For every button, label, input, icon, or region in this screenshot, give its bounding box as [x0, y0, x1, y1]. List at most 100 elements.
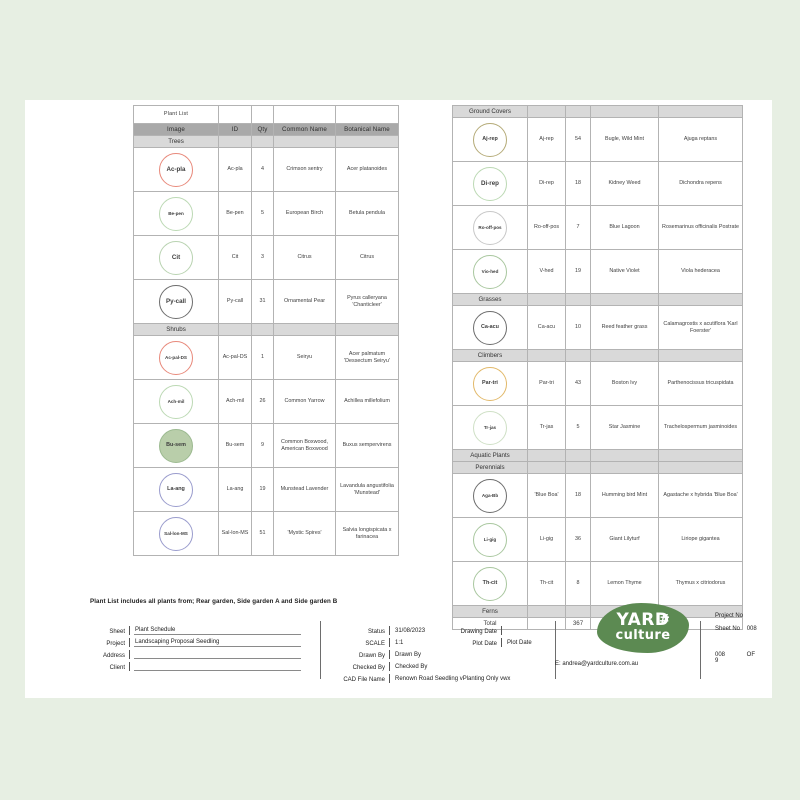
- plant-symbol-cell: Aj-rep: [452, 117, 528, 162]
- field-drawing-date-label: Plot Date: [472, 641, 497, 647]
- section-name: Trees: [133, 135, 219, 148]
- sheet-counter: 008 OF 9: [715, 652, 772, 664]
- plant-symbol-circle: Ac-pal-DS: [159, 340, 193, 375]
- plant-symbol-cell: Di-rep: [452, 161, 528, 206]
- plant-common-name-cell: Boston Ivy: [590, 361, 659, 406]
- page-title: Plant List: [133, 105, 219, 124]
- plant-qty-cell: 1: [251, 335, 274, 380]
- section-name: Ground Covers: [452, 105, 528, 118]
- field-sheet-value[interactable]: [134, 657, 301, 659]
- plant-qty-cell: 19: [565, 249, 591, 294]
- plant-symbol-label: Ac-pal-DS: [165, 354, 187, 360]
- logo-word-culture: culture: [615, 628, 671, 643]
- section-blank-cell: [218, 323, 252, 336]
- plant-symbol-cell: Par-tri: [452, 361, 528, 406]
- plant-botanical-name-cell: Liriope gigantea: [658, 517, 743, 562]
- field-status-value[interactable]: Checked By: [395, 664, 428, 670]
- plant-symbol-cell: Ca-acu: [452, 305, 528, 350]
- field-status-row: Status 31/08/2023: [327, 623, 522, 635]
- field-sheet-row: Sheet Plant Schedule: [83, 623, 301, 635]
- column-header-0: Image: [133, 123, 219, 136]
- section-blank-cell: [658, 105, 743, 118]
- plant-symbol-cell: Vio-hed: [452, 249, 528, 294]
- column-header-2: Qty: [251, 123, 274, 136]
- section-name: Grasses: [452, 293, 528, 306]
- plant-botanical-name-cell: Pyrus calleryana 'Chanticleer': [335, 279, 399, 324]
- plant-botanical-name-cell: Parthenocissus tricuspidata: [658, 361, 743, 406]
- field-status-label: SCALE: [365, 641, 385, 647]
- plant-common-name-cell: Munstead Lavender: [273, 467, 336, 512]
- total-label-cell: Total: [452, 617, 528, 630]
- field-drawing-date-row: Plot Date Plot Date: [435, 635, 570, 647]
- sheet-of-label: OF: [746, 652, 756, 658]
- field-status-separator: [389, 638, 390, 647]
- plant-id-cell: Di-rep: [527, 161, 566, 206]
- field-drawing-date-value[interactable]: Plot Date: [507, 640, 532, 646]
- plant-botanical-name-cell: Rosemarinus officinalis Postrate: [658, 205, 743, 250]
- plant-symbol-cell: Aga-Bb: [452, 473, 528, 518]
- field-sheet-value[interactable]: Plant Schedule: [134, 627, 301, 635]
- section-blank-cell: [565, 293, 591, 306]
- project-no-row: Project No: [715, 610, 757, 623]
- table-header-row: Image ID Qty Common Name Botanical Name: [133, 123, 399, 136]
- plant-symbol-cell: Ac-pla: [133, 147, 219, 192]
- table-row: Cit Cit 3 Citrus Citrus: [133, 235, 399, 280]
- plant-botanical-name-cell: Citrus: [335, 235, 399, 280]
- plant-symbol-label: Bu-sem: [166, 442, 186, 449]
- sheet-no-label: Sheet No: [715, 626, 741, 632]
- field-status-value[interactable]: Drawn By: [395, 652, 422, 658]
- field-status-value[interactable]: Renown Road Seedling vPlanting Only vwx: [395, 676, 511, 682]
- table-row: Di-rep Di-rep 18 Kidney Weed Dichondra repen…: [452, 161, 743, 206]
- project-info: Project No Sheet No 008: [715, 610, 757, 636]
- plant-id-cell: Bu-sem: [218, 423, 252, 468]
- plant-qty-cell: 31: [251, 279, 274, 324]
- table-row: Ac-pal-DS Ac-pal-DS 1 Seiryu Acer palmatum '…: [133, 335, 399, 380]
- field-sheet-separator: [129, 626, 130, 635]
- field-sheet-separator: [129, 650, 130, 659]
- contact-email: E: andrea@yardculture.com.au: [555, 661, 639, 667]
- plant-symbol-cell: Cit: [133, 235, 219, 280]
- field-status-row: Drawn By Drawn By: [327, 647, 522, 659]
- plant-common-name-cell: Crimson sentry: [273, 147, 336, 192]
- plant-id-cell: V-hed: [527, 249, 566, 294]
- plant-symbol-label: Sal-lon-MS: [164, 530, 188, 536]
- plant-id-cell: Par-tri: [527, 361, 566, 406]
- title-blank-cell: [218, 105, 252, 124]
- sheet-no-value: 008: [746, 626, 757, 632]
- table-row: Th-cit Th-cit 8 Lemon Thyme Thymus x citriod…: [452, 561, 743, 606]
- section-blank-cell: [565, 605, 591, 618]
- section-blank-cell: [565, 461, 591, 474]
- logo-word-yard: YARD: [616, 610, 670, 630]
- section-blank-cell: [590, 293, 659, 306]
- field-sheet-label: Project: [106, 641, 125, 647]
- column-header-4: Botanical Name: [335, 123, 399, 136]
- plant-symbol-circle: Bu-sem: [159, 428, 193, 463]
- plant-botanical-name-cell: Salvia longispicata x farinacea: [335, 511, 399, 556]
- plant-symbol-label: Py-call: [166, 297, 186, 305]
- table-row: Par-tri Par-tri 43 Boston Ivy Parthenocissus…: [452, 361, 743, 406]
- table-row: La-ang La-ang 19 Munstead Lavender Lavandula…: [133, 467, 399, 512]
- plant-botanical-name-cell: Betula pendula: [335, 191, 399, 236]
- field-sheet-value[interactable]: [134, 669, 301, 671]
- plant-symbol-circle: Tr-jas: [473, 410, 507, 445]
- field-status-separator: [389, 626, 390, 635]
- plant-symbol-label: Cit: [171, 253, 181, 261]
- plant-common-name-cell: European Birch: [273, 191, 336, 236]
- field-status-value[interactable]: 1:1: [395, 640, 404, 646]
- field-status-value[interactable]: 31/08/2023: [395, 628, 426, 634]
- drawing-sheet: Plant List Image ID Qty Common Name Botanical…: [25, 100, 772, 698]
- title-blank-cell: [273, 105, 336, 124]
- plant-botanical-name-cell: Acer palmatum 'Dessectum Seiryu': [335, 335, 399, 380]
- field-status-separator: [389, 674, 390, 683]
- section-name: Perennials: [452, 461, 528, 474]
- field-status-separator: [389, 650, 390, 659]
- field-status-label: Checked By: [352, 665, 385, 671]
- field-sheet-value[interactable]: Landscaping Proposal Seedling: [134, 639, 301, 647]
- field-drawing-date-value[interactable]: [506, 634, 570, 635]
- section-blank-cell: [565, 105, 591, 118]
- table-row: Ac-pla Ac-pla 4 Crimson sentry Acer platanoi…: [133, 147, 399, 192]
- plant-common-name-cell: 'Mystic Spires': [273, 511, 336, 556]
- plant-symbol-label: Aj-rep: [482, 136, 498, 143]
- table-row: Tr-jas Tr-jas 5 Star Jasmine Trachelospermum…: [452, 405, 743, 450]
- section-blank-cell: [251, 323, 274, 336]
